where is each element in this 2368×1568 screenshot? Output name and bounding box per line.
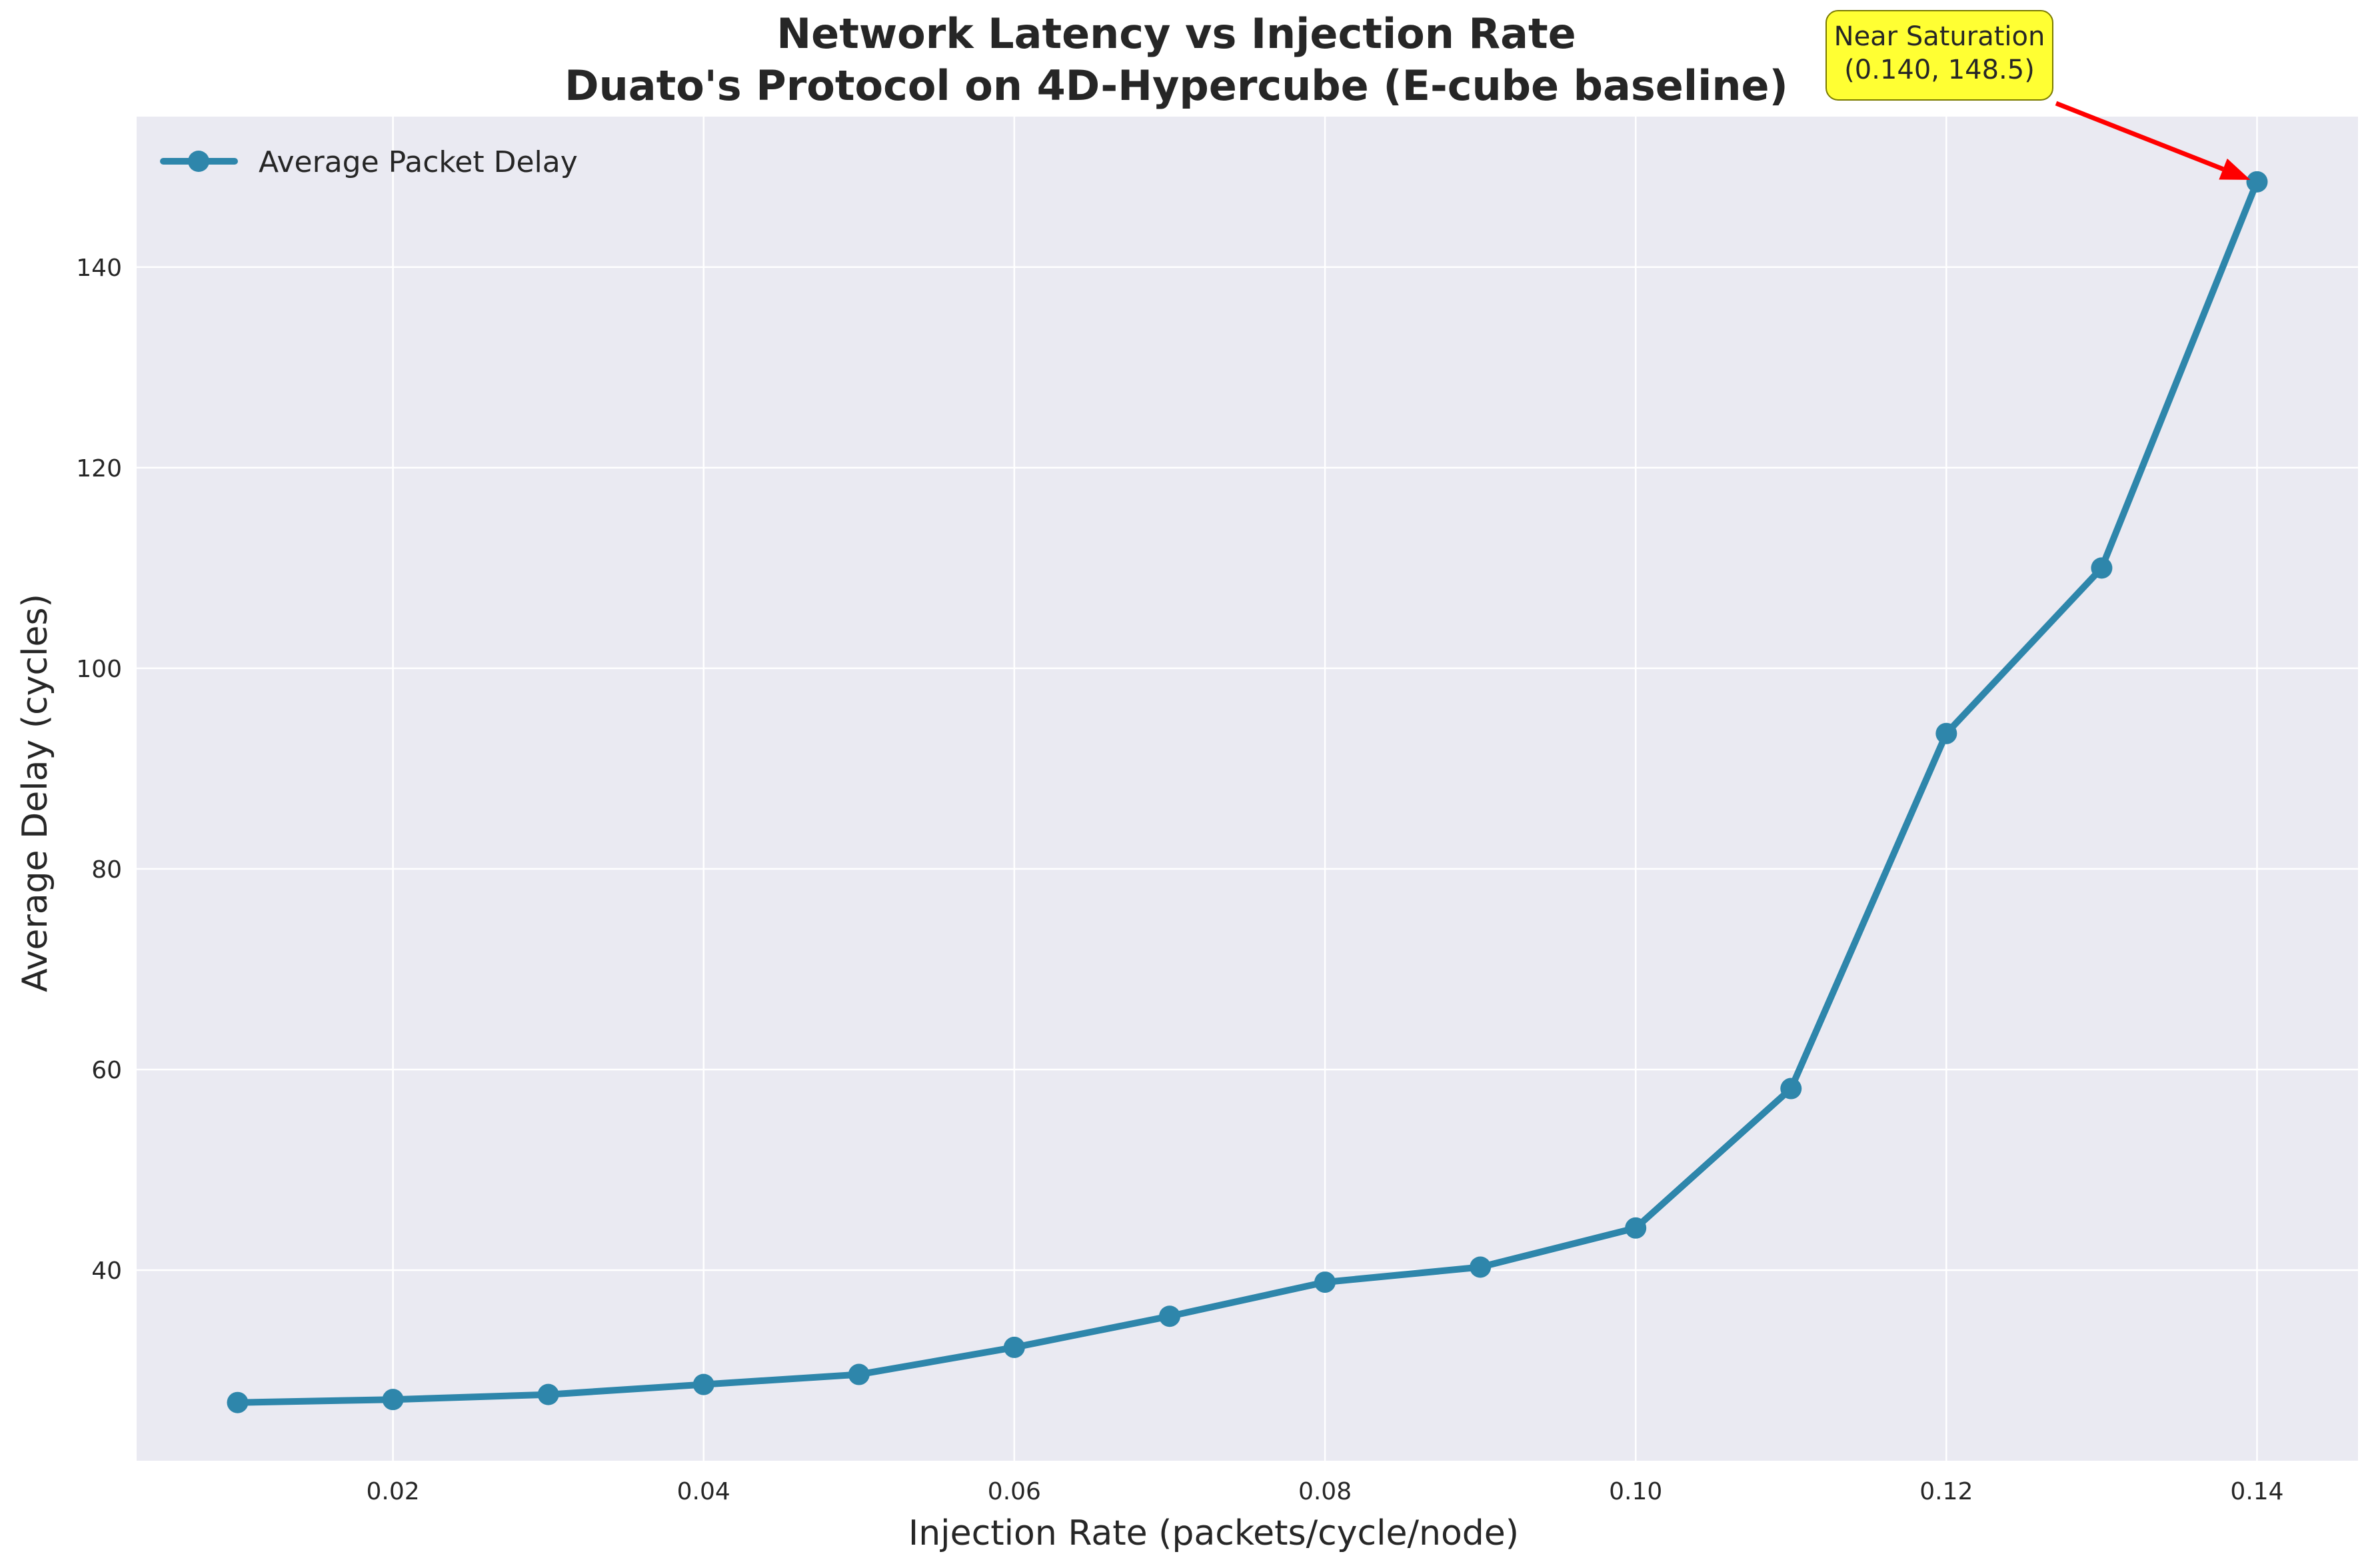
legend-marker-swatch	[188, 151, 209, 172]
y-axis-label: Average Delay (cycles)	[15, 594, 55, 992]
y-tick-label: 100	[76, 656, 122, 683]
x-tick-label: 0.06	[988, 1478, 1041, 1505]
annotation-text-line-1: Near Saturation	[1834, 21, 2045, 52]
data-point	[1935, 722, 1957, 744]
y-tick-label: 60	[91, 1057, 122, 1084]
x-tick-label: 0.14	[2230, 1478, 2283, 1505]
data-point	[1780, 1078, 1802, 1100]
data-point	[382, 1389, 404, 1411]
saturation-annotation: Near Saturation (0.140, 148.5)	[1825, 10, 2251, 180]
x-tick-label: 0.08	[1298, 1478, 1352, 1505]
annotation-box	[1825, 10, 2053, 101]
x-axis-label: Injection Rate (packets/cycle/node)	[908, 1513, 1519, 1553]
data-point	[1470, 1256, 1492, 1278]
x-tick-label: 0.10	[1609, 1478, 1662, 1505]
y-tick-label: 40	[91, 1257, 122, 1285]
y-tick-label: 140	[76, 255, 122, 282]
series-line	[234, 178, 2261, 1406]
data-point	[848, 1363, 870, 1385]
data-point	[537, 1383, 559, 1405]
chart-title-line-2: Duato's Protocol on 4D-Hypercube (E-cube…	[565, 61, 1788, 110]
data-point	[1158, 1305, 1180, 1327]
data-point	[1625, 1217, 1647, 1239]
annotation-arrow	[2055, 101, 2224, 171]
y-tick-label: 80	[91, 856, 122, 884]
tick-labels: 0.02 0.04 0.06 0.08 0.10 0.12 0.14 40 60 80 100 120…	[76, 255, 2283, 1505]
y-tick-label: 120	[76, 455, 122, 482]
data-point	[1003, 1336, 1025, 1358]
annotation-arrow-head	[2219, 158, 2251, 180]
legend-label: Average Packet Delay	[259, 145, 578, 179]
data-point	[2091, 557, 2113, 579]
data-point	[2246, 171, 2268, 193]
data-point	[692, 1373, 714, 1395]
x-tick-label: 0.12	[1919, 1478, 1973, 1505]
data-point	[1314, 1271, 1336, 1293]
annotation-text-line-2: (0.140, 148.5)	[1844, 55, 2035, 85]
series-layer	[227, 171, 2268, 1413]
x-tick-label: 0.04	[677, 1478, 730, 1505]
legend: Average Packet Delay	[160, 145, 578, 179]
plot-area	[137, 117, 2358, 1461]
data-point	[227, 1391, 249, 1413]
chart-title-line-1: Network Latency vs Injection Rate	[776, 9, 1576, 58]
x-tick-label: 0.02	[366, 1478, 419, 1505]
gridlines	[137, 117, 2358, 1461]
